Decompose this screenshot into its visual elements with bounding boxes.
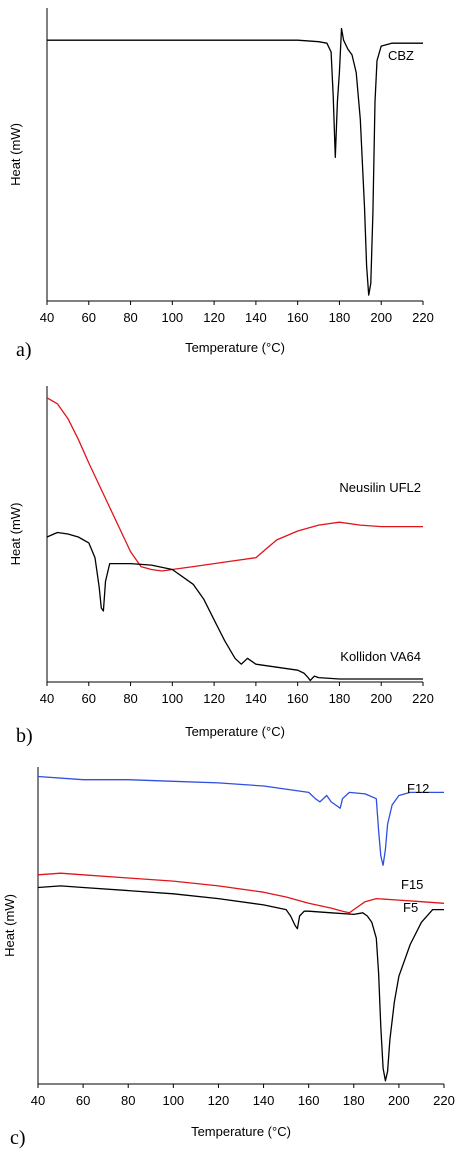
- x-tick: 80: [123, 301, 138, 325]
- x-tick: 40: [40, 301, 54, 325]
- x-tick: 200: [388, 1084, 410, 1108]
- chart-panel-2: 40 60 80 100 120 140 160 180 200 220 Temperature (…: [8, 386, 434, 747]
- series-line-cbz: [47, 27, 423, 296]
- series-line-f12: [37, 775, 444, 866]
- x-axis-title: Temperature (°C): [191, 1124, 291, 1139]
- x-tick: 40: [31, 1084, 45, 1108]
- x-tick: 180: [329, 682, 351, 706]
- x-axis-title: Temperature (°C): [185, 724, 285, 739]
- x-tick-label: 160: [287, 310, 309, 325]
- x-tick: 140: [253, 1084, 275, 1108]
- series-label: F12: [407, 781, 429, 796]
- x-tick: 60: [82, 682, 96, 706]
- x-tick: 100: [162, 1084, 184, 1108]
- x-tick: 40: [40, 682, 54, 706]
- x-tick: 120: [203, 301, 225, 325]
- x-tick: 220: [412, 301, 434, 325]
- series-label: F5: [403, 900, 418, 915]
- x-tick-label: 40: [40, 310, 54, 325]
- x-tick: 200: [370, 682, 392, 706]
- y-axis-title: Heat (mW): [2, 894, 17, 957]
- panel-letter: c): [10, 1127, 26, 1149]
- x-tick-label: 200: [370, 310, 392, 325]
- x-tick: 160: [287, 682, 309, 706]
- series-line-neusilin-ufl2: [46, 397, 423, 572]
- x-tick-label: 200: [370, 691, 392, 706]
- series-label: CBZ: [388, 48, 414, 63]
- x-tick: 140: [245, 682, 267, 706]
- x-tick-label: 140: [245, 310, 267, 325]
- x-tick-label: 140: [245, 691, 267, 706]
- x-tick-label: 60: [82, 310, 96, 325]
- x-tick: 220: [412, 682, 434, 706]
- x-tick-label: 180: [329, 310, 351, 325]
- x-tick: 60: [82, 301, 96, 325]
- x-tick-label: 40: [31, 1093, 45, 1108]
- series-label: Kollidon VA64: [340, 649, 421, 664]
- x-tick-label: 160: [287, 691, 309, 706]
- x-axis-title: Temperature (°C): [185, 340, 285, 355]
- x-tick: 180: [329, 301, 351, 325]
- series-line-kollidon-va64: [46, 531, 423, 682]
- x-tick: 80: [121, 1084, 135, 1108]
- x-tick: 200: [370, 301, 392, 325]
- x-tick-label: 120: [203, 691, 225, 706]
- panel-letter: b): [16, 725, 33, 747]
- x-tick: 120: [203, 682, 225, 706]
- chart-panel-3: 40 60 80 100 120 140 160 180 200 220 Temperature (…: [2, 767, 455, 1149]
- x-tick-label: 120: [208, 1093, 230, 1108]
- x-tick: 160: [287, 301, 309, 325]
- x-tick-label: 80: [123, 691, 137, 706]
- x-tick-label: 40: [40, 691, 54, 706]
- x-tick-label: 100: [161, 691, 183, 706]
- x-tick-label: 80: [123, 310, 137, 325]
- x-tick-label: 60: [82, 691, 96, 706]
- series-label: F15: [401, 877, 423, 892]
- x-tick-label: 100: [162, 1093, 184, 1108]
- chart-panel-1: 40 60 80 100 120 140 160 180 200 220 Temperature (…: [8, 8, 434, 361]
- x-tick: 100: [161, 301, 183, 325]
- series-line-f15: [37, 872, 445, 914]
- x-tick: 60: [76, 1084, 90, 1108]
- x-tick-label: 220: [433, 1093, 455, 1108]
- x-tick: 180: [343, 1084, 365, 1108]
- x-tick-label: 160: [298, 1093, 320, 1108]
- x-tick: 120: [208, 1084, 230, 1108]
- x-tick: 220: [433, 1084, 455, 1108]
- y-axis-title: Heat (mW): [8, 123, 23, 186]
- x-tick-label: 80: [121, 1093, 135, 1108]
- series-line-f5: [37, 885, 444, 1082]
- x-tick-label: 100: [161, 310, 183, 325]
- x-tick-label: 220: [412, 691, 434, 706]
- x-tick: 140: [245, 301, 267, 325]
- panel-letter: a): [16, 339, 32, 361]
- x-tick-label: 220: [412, 310, 434, 325]
- x-tick-label: 180: [343, 1093, 365, 1108]
- x-tick: 100: [161, 682, 183, 706]
- x-tick-label: 180: [329, 691, 351, 706]
- y-axis-title: Heat (mW): [8, 503, 23, 566]
- x-tick: 80: [123, 682, 138, 706]
- series-label: Neusilin UFL2: [339, 480, 421, 495]
- x-tick-label: 200: [388, 1093, 410, 1108]
- x-tick-label: 60: [76, 1093, 90, 1108]
- x-tick: 160: [298, 1084, 320, 1108]
- x-tick-label: 140: [253, 1093, 275, 1108]
- x-tick-label: 120: [203, 310, 225, 325]
